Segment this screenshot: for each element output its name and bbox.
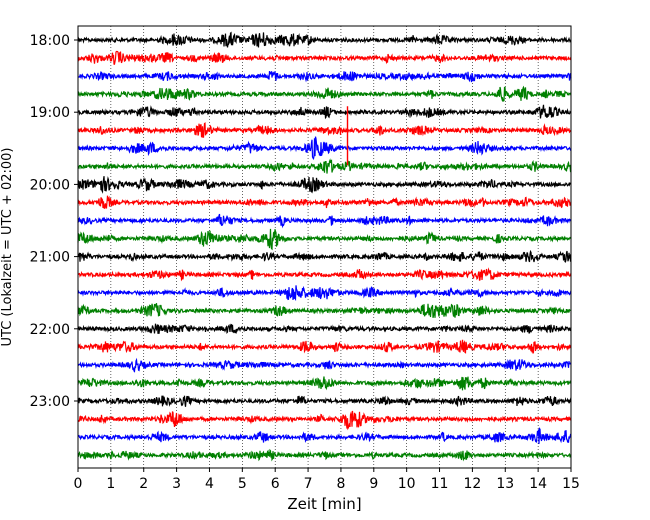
plot-border xyxy=(77,25,572,469)
trace-1915 xyxy=(77,122,572,138)
trace-2230 xyxy=(77,357,572,373)
y-tick-label: 19:00 xyxy=(30,105,70,121)
x-tick-label: 5 xyxy=(238,476,247,492)
x-tick-label: 14 xyxy=(529,476,547,492)
trace-2200 xyxy=(77,323,572,335)
y-tick-label: 23:00 xyxy=(30,394,70,410)
plot-frame xyxy=(78,26,571,468)
trace-1900 xyxy=(77,104,572,120)
trace-2015 xyxy=(77,195,572,210)
x-tick-label: 7 xyxy=(304,476,313,492)
x-axis-ticks: 0 1 2 3 4 5 6 7 8 9 10 11 12 13 14 15 xyxy=(74,468,580,492)
trace-2100 xyxy=(77,249,572,263)
x-tick-label: 13 xyxy=(496,476,514,492)
trace-2115 xyxy=(77,267,572,282)
y-tick-label: 20:00 xyxy=(30,177,70,193)
x-axis-label: Zeit [min] xyxy=(287,495,361,513)
y-axis-label: UTC (Lokalzeit = UTC + 02:00) xyxy=(0,148,15,347)
x-tick-label: 0 xyxy=(74,476,83,492)
trace-1815 xyxy=(77,50,572,65)
trace-2000 xyxy=(77,176,572,194)
x-tick-label: 3 xyxy=(172,476,181,492)
x-tick-label: 11 xyxy=(431,476,449,492)
x-tick-label: 4 xyxy=(205,476,214,492)
y-tick-label: 22:00 xyxy=(30,322,70,338)
trace-1800 xyxy=(77,31,572,48)
trace-2300 xyxy=(77,395,572,408)
y-tick-label: 18:00 xyxy=(30,33,70,49)
y-axis-ticks: 18:00 19:00 20:00 21:00 22:00 23:00 xyxy=(30,33,78,410)
trace-2030 xyxy=(77,213,572,229)
trace-2330 xyxy=(77,426,572,444)
seismic-traces xyxy=(77,31,572,462)
trace-2145 xyxy=(77,303,572,318)
x-tick-label: 15 xyxy=(562,476,580,492)
trace-1945 xyxy=(77,158,572,174)
trace-1830 xyxy=(77,70,572,83)
trace-2315 xyxy=(77,410,572,431)
x-tick-label: 10 xyxy=(398,476,416,492)
x-tick-label: 8 xyxy=(336,476,345,492)
x-tick-label: 2 xyxy=(139,476,148,492)
x-tick-label: 9 xyxy=(369,476,378,492)
trace-1845 xyxy=(77,85,572,102)
trace-2130 xyxy=(77,285,572,302)
trace-2045 xyxy=(77,228,572,251)
trace-1930 xyxy=(77,136,572,161)
x-tick-label: 1 xyxy=(106,476,115,492)
trace-2215 xyxy=(77,339,572,354)
trace-2245 xyxy=(77,376,572,391)
y-tick-label: 21:00 xyxy=(30,250,70,266)
trace-2345 xyxy=(77,448,572,462)
x-tick-label: 6 xyxy=(271,476,280,492)
x-tick-label: 12 xyxy=(463,476,481,492)
